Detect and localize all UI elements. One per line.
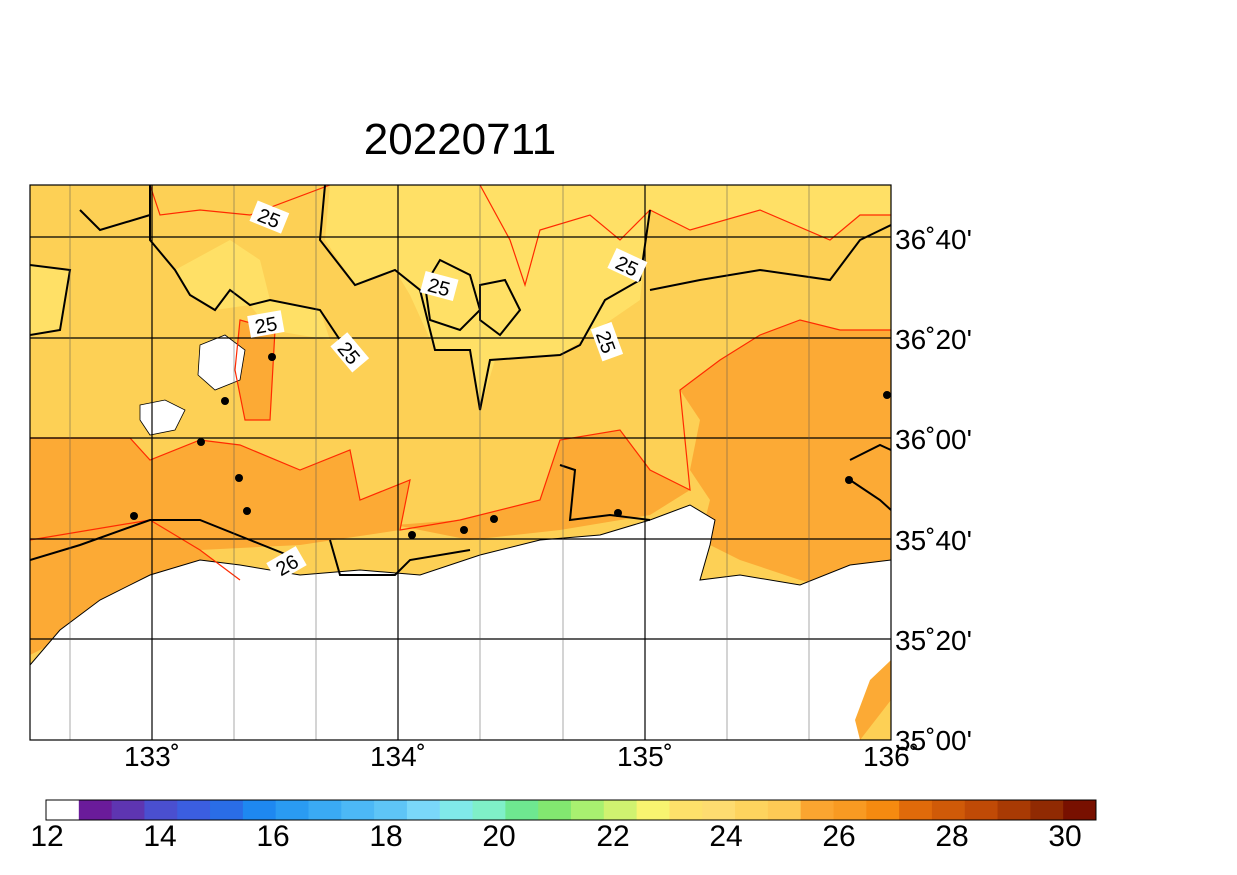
colorbar [45, 799, 1097, 821]
cool-zone-north [150, 185, 891, 410]
coastline [30, 504, 891, 666]
colorbar-swatch [242, 800, 277, 820]
station-point [235, 474, 243, 482]
colorbar-tick-label: 16 [256, 820, 290, 853]
station-point [243, 507, 251, 515]
colorbar-swatch [997, 800, 1031, 820]
lat-label: 36˚20' [895, 324, 972, 355]
colorbar-swatch [899, 800, 933, 820]
lon-label: 135˚ [616, 741, 674, 772]
colorbar-tick-label: 18 [369, 820, 403, 853]
colorbar-swatch [308, 800, 342, 820]
colorbar-swatch [374, 800, 408, 820]
colorbar-tick-label: 20 [482, 820, 516, 853]
colorbar-swatch [46, 800, 80, 820]
lat-label: 35˚20' [895, 625, 972, 656]
colorbar-swatch [964, 800, 999, 820]
colorbar-tick-label: 12 [30, 820, 64, 853]
station-point [268, 353, 276, 361]
lat-label: 36˚40' [895, 224, 972, 255]
contour-black-4 [30, 209, 151, 336]
colorbar-swatch [439, 800, 474, 820]
sea-area [30, 505, 891, 740]
colorbar-tick-label: 30 [1048, 820, 1082, 853]
cool-zone-west [30, 265, 70, 335]
station-point [221, 397, 229, 405]
station-point [130, 512, 138, 520]
colorbar-swatch [800, 800, 834, 820]
colorbar-swatch [177, 800, 211, 820]
colorbar-tick-label: 22 [596, 820, 630, 853]
map-frame [29, 184, 892, 741]
colorbar-swatch [505, 800, 539, 820]
station-point [490, 515, 498, 523]
contour-black-1 [149, 185, 366, 356]
contour-black-5 [30, 443, 891, 576]
colorbar-tick-label: 28 [935, 820, 969, 853]
contour-label: 25 [253, 313, 279, 339]
colorbar-swatch [833, 800, 867, 820]
warm-zone-west [30, 438, 410, 550]
cool-zone-center [175, 240, 330, 340]
colorbar-swatch [931, 800, 966, 820]
contour-black-2 [318, 185, 651, 411]
map-title: 20220711 [363, 115, 557, 164]
contour-red-2 [149, 185, 891, 288]
colorbar-swatch [1063, 800, 1097, 820]
colorbar-swatch [603, 800, 638, 820]
colorbar-border [45, 799, 1097, 821]
station-point [845, 476, 853, 484]
colorbar-swatch [669, 800, 703, 820]
minor-graticule [69, 185, 810, 740]
station-markers [130, 353, 891, 539]
contour-red-1 [30, 319, 891, 531]
colorbar-swatch [571, 800, 605, 820]
lat-label: 36˚00' [895, 424, 972, 455]
station-point [460, 526, 468, 534]
station-point [614, 509, 622, 517]
colorbar-swatch [636, 800, 670, 820]
colorbar-swatch [1030, 800, 1064, 820]
warm-zone-far-east [855, 660, 891, 740]
lat-label: 35˚40' [895, 525, 972, 556]
colorbar-swatch [472, 800, 506, 820]
colorbar-swatch [866, 800, 900, 820]
lat-label: 35˚00' [895, 725, 972, 756]
warm-zone-small [235, 320, 275, 420]
colorbar-tick-label: 24 [709, 820, 743, 853]
contour-label-group: 25 25 25 25 25 25 26 [247, 200, 648, 583]
colorbar-swatch [406, 800, 441, 820]
station-point [883, 391, 891, 399]
station-point [197, 438, 205, 446]
colorbar-tick-label: 14 [143, 820, 177, 853]
lon-label: 133˚ [123, 741, 181, 772]
colorbar-swatch [111, 800, 145, 820]
station-point [408, 531, 416, 539]
colorbar-swatch [341, 800, 375, 820]
colorbar-swatch [702, 800, 736, 820]
graticule [30, 185, 891, 740]
lagoon-shape [139, 399, 186, 436]
colorbar-swatch [767, 800, 802, 820]
warm-zone-east [680, 320, 891, 590]
lon-label: 136˚ [862, 741, 920, 772]
colorbar-swatch [538, 800, 572, 820]
colorbar-tick-label: 26 [822, 820, 856, 853]
lake-shape [197, 334, 246, 391]
colorbar-swatch [210, 800, 244, 820]
colorbar-swatch [144, 800, 178, 820]
colorbar-swatch [735, 800, 769, 820]
colorbar-swatch [78, 800, 113, 820]
lon-label: 134˚ [369, 741, 427, 772]
colorbar-swatch [275, 800, 309, 820]
